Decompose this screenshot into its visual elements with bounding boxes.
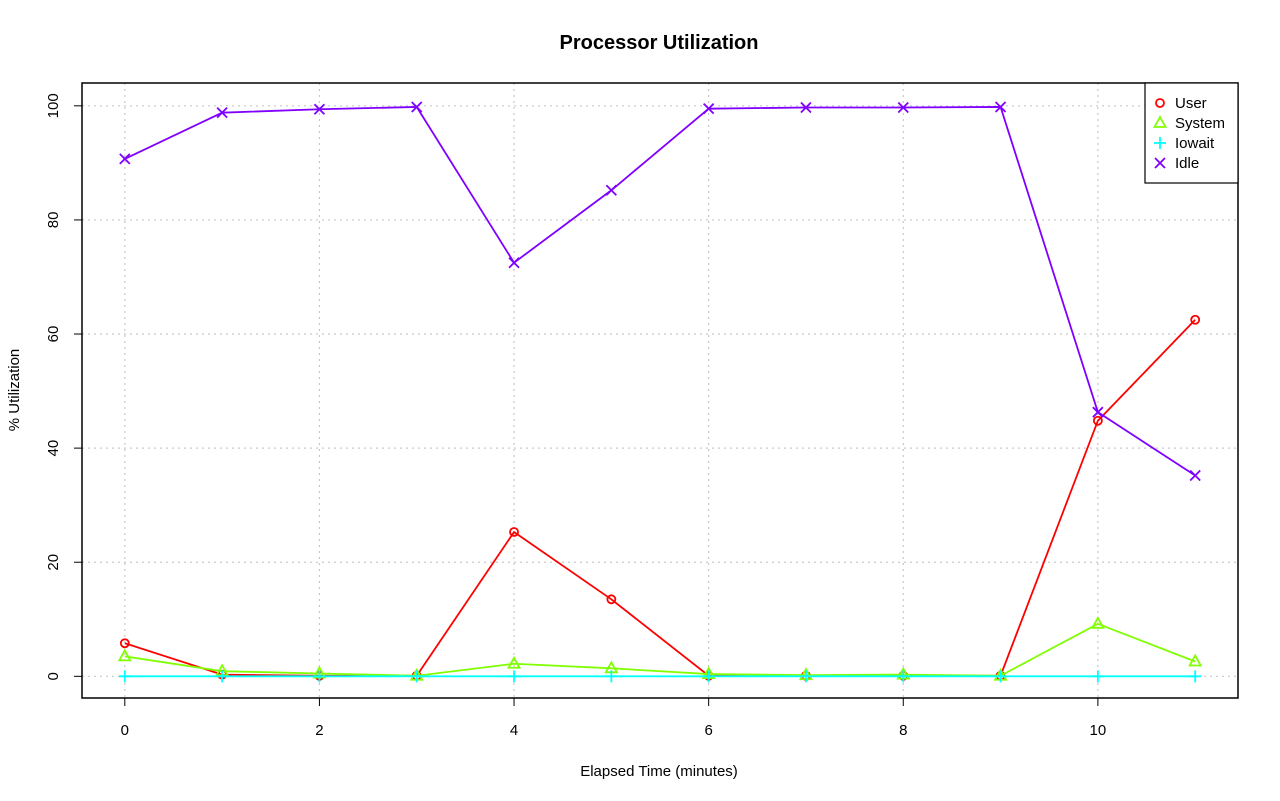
point-user [606, 594, 617, 605]
legend-label-system: System [1175, 115, 1225, 132]
point-iowait [605, 670, 618, 683]
point-iowait [897, 670, 910, 683]
series-line-user [124, 319, 1196, 677]
point-iowait [118, 670, 131, 683]
point-iowait [508, 670, 521, 683]
point-iowait [410, 670, 423, 683]
point-system [507, 655, 522, 669]
point-iowait [702, 670, 715, 683]
y-tick-label: 20 [45, 554, 62, 571]
legend-label-iowait: Iowait [1175, 135, 1215, 152]
point-idle [1092, 406, 1104, 418]
point-idle [605, 184, 617, 196]
legend-marker-iowait [1154, 137, 1166, 149]
y-tick-label: 80 [45, 212, 62, 229]
legend-marker-idle [1154, 157, 1166, 169]
point-idle [800, 101, 812, 114]
plot-frame [81, 82, 1239, 699]
legend: User System Iowait Idle [1144, 82, 1239, 184]
legend-label-user: User [1175, 95, 1207, 112]
grid [82, 83, 1238, 698]
legend-marker-system [1152, 115, 1168, 128]
point-iowait [1189, 670, 1202, 683]
legend-label-idle: Idle [1175, 155, 1199, 172]
series-idle [119, 101, 1201, 482]
series-system [117, 615, 1203, 681]
point-system [117, 648, 132, 662]
point-idle [411, 101, 423, 113]
series-line-idle [124, 106, 1196, 477]
x-tick-label: 6 [704, 722, 712, 739]
series-layer [117, 101, 1203, 683]
y-tick-label: 0 [45, 672, 62, 680]
series-line-system [124, 622, 1196, 677]
point-user [1092, 415, 1103, 426]
point-idle [508, 257, 520, 269]
point-user [119, 638, 130, 649]
point-user [509, 527, 519, 537]
point-idle [313, 103, 326, 115]
point-idle [119, 153, 131, 165]
legend-marker-user [1155, 98, 1165, 108]
series-user [119, 314, 1201, 681]
point-system [1090, 615, 1105, 629]
y-tick-label: 100 [45, 93, 62, 118]
x-tick-label: 2 [315, 722, 323, 739]
x-tick-label: 4 [510, 722, 518, 739]
x-tick-label: 10 [1090, 722, 1107, 739]
chart-title: Processor Utilization [560, 32, 759, 54]
x-axis-label: Elapsed Time (minutes) [580, 763, 738, 780]
point-iowait [799, 670, 812, 683]
point-iowait [1091, 670, 1104, 683]
y-tick-label: 40 [45, 440, 62, 457]
series-iowait [118, 670, 1202, 683]
point-user [1190, 314, 1201, 325]
point-iowait [313, 670, 326, 683]
point-idle [897, 101, 909, 114]
point-system [1188, 653, 1203, 667]
point-iowait [994, 670, 1007, 683]
y-axis-label: % Utilization [6, 349, 23, 432]
point-idle [703, 103, 715, 115]
point-idle [216, 107, 228, 119]
point-idle [1189, 469, 1201, 482]
point-idle [994, 101, 1007, 113]
y-tick-label: 60 [45, 326, 62, 343]
point-iowait [216, 670, 229, 683]
x-tick-label: 8 [899, 722, 907, 739]
x-tick-label: 0 [121, 722, 129, 739]
